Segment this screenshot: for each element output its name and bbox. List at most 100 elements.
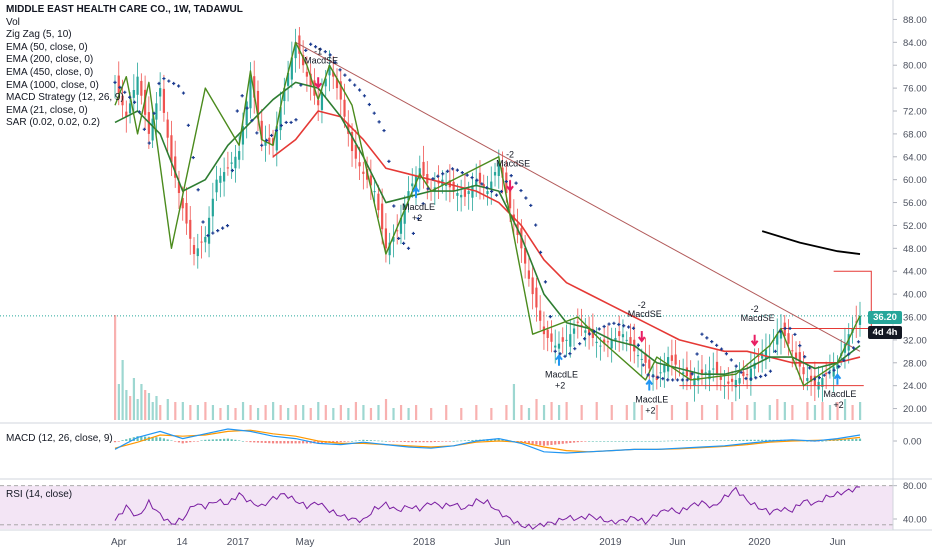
volume-bar [294, 405, 297, 420]
sar-dot [666, 378, 670, 382]
macd-histogram-bar [727, 440, 730, 441]
macd-histogram-bar [223, 438, 226, 441]
macd-histogram-bar [539, 441, 542, 446]
macd-histogram-bar [678, 440, 681, 441]
legend-item-ema200[interactable]: EMA (200, close, 0) [6, 54, 94, 66]
macd-histogram-bar [764, 439, 768, 441]
macd-histogram-bar [821, 441, 824, 442]
macd-histogram-bar [667, 440, 670, 442]
candle-body [715, 361, 719, 375]
sar-dot [509, 174, 513, 178]
signal-label: MacdSE [741, 313, 775, 323]
macd-panel-label[interactable]: MACD (12, 26, close, 9) [6, 433, 113, 444]
signal-label: MacdSE [628, 309, 662, 319]
volume-bar [264, 405, 267, 420]
sar-dot [617, 322, 621, 327]
candle-body [192, 245, 196, 255]
legend-item-vol[interactable]: Vol [6, 16, 20, 28]
sar-dot [367, 102, 371, 107]
volume-bar [527, 408, 531, 420]
sar-dot [255, 131, 259, 135]
candle-body [584, 330, 587, 333]
sar-dot [587, 332, 592, 336]
macd-histogram-bar [712, 440, 715, 441]
macd-histogram-bar [648, 441, 651, 442]
candle-body [794, 352, 798, 359]
sar-dot [548, 315, 552, 319]
sar-dot [705, 336, 709, 340]
sar-dot [573, 347, 577, 351]
macd-histogram-bar [471, 440, 474, 441]
signal-label: MacdSE [496, 158, 530, 168]
candle-body [580, 324, 583, 327]
volume-bar [813, 405, 817, 420]
candle-body [196, 248, 199, 257]
candle-body [422, 161, 425, 176]
candle-body [396, 230, 399, 232]
legend-item-sar[interactable]: SAR (0.02, 0.02, 0.2) [6, 117, 100, 129]
volume-bar [836, 402, 839, 420]
y-tick-label: 20.00 [903, 404, 927, 415]
candle-body [757, 355, 760, 358]
last-price-badge: 36.20 [868, 311, 902, 324]
legend-item-ema50[interactable]: EMA (50, close, 0) [6, 41, 88, 53]
macd-histogram-bar [584, 441, 587, 442]
volume-bar [354, 402, 358, 420]
legend-item-zigzag[interactable]: Zig Zag (5, 10) [6, 29, 72, 41]
volume-bar [640, 405, 643, 420]
candle-body [779, 328, 783, 339]
legend-item-macd-strategy[interactable]: MACD Strategy (12, 26, 9) [6, 92, 124, 104]
legend-item-ema21[interactable]: EMA (21, close, 0) [6, 104, 88, 116]
volume-bar [490, 408, 493, 420]
candle-body [238, 151, 241, 160]
candle-body [806, 378, 809, 381]
candle-body [151, 118, 154, 141]
legend-item-ema450[interactable]: EMA (450, close, 0) [6, 66, 94, 78]
sar-dot [597, 327, 601, 331]
volume-bar [272, 402, 275, 420]
candle-body [241, 126, 245, 145]
macd-histogram-bar [493, 438, 497, 441]
macd-histogram-bar [245, 441, 248, 442]
macd-histogram-bar [422, 441, 425, 443]
macd-histogram-bar [497, 438, 500, 441]
volume-bar [430, 408, 433, 420]
sar-dot [582, 337, 587, 341]
candle-body [204, 236, 207, 243]
signal-count: +2 [645, 406, 655, 416]
macd-histogram-bar [381, 440, 384, 442]
sar-dot [475, 178, 479, 182]
candle-body [625, 339, 628, 341]
candle-body [836, 362, 839, 369]
volume-bar [249, 405, 252, 420]
volume-bar [843, 399, 847, 420]
sar-dot [235, 109, 239, 113]
candle-body [802, 367, 805, 375]
signal-count: -2 [506, 149, 514, 159]
sar-dot [167, 79, 171, 83]
sar-dot [323, 50, 327, 54]
candle-body [223, 172, 226, 182]
sar-dot [739, 370, 743, 374]
macd-histogram-bar [215, 439, 218, 441]
candle-body [546, 329, 549, 338]
rsi-panel-label[interactable]: RSI (14, close) [6, 489, 73, 500]
sar-dot [123, 90, 127, 94]
sar-dot [622, 324, 626, 328]
candle-body [828, 370, 831, 372]
volume-bar [625, 405, 628, 420]
macd-histogram-bar [625, 441, 628, 442]
macd-histogram-bar [719, 440, 722, 441]
candle-body [320, 91, 324, 110]
sar-dot [749, 377, 753, 381]
macd-histogram-bar [396, 441, 399, 442]
legend-item-ema1000[interactable]: EMA (1000, close, 0) [6, 79, 99, 91]
macd-histogram-bar [524, 441, 527, 443]
sar-dot [817, 376, 821, 380]
macd-histogram-bar [610, 441, 613, 442]
macd-histogram-bar [591, 441, 594, 442]
candle-body [791, 350, 794, 352]
x-tick-label: 2019 [599, 537, 622, 548]
macd-histogram-bar [365, 440, 369, 441]
